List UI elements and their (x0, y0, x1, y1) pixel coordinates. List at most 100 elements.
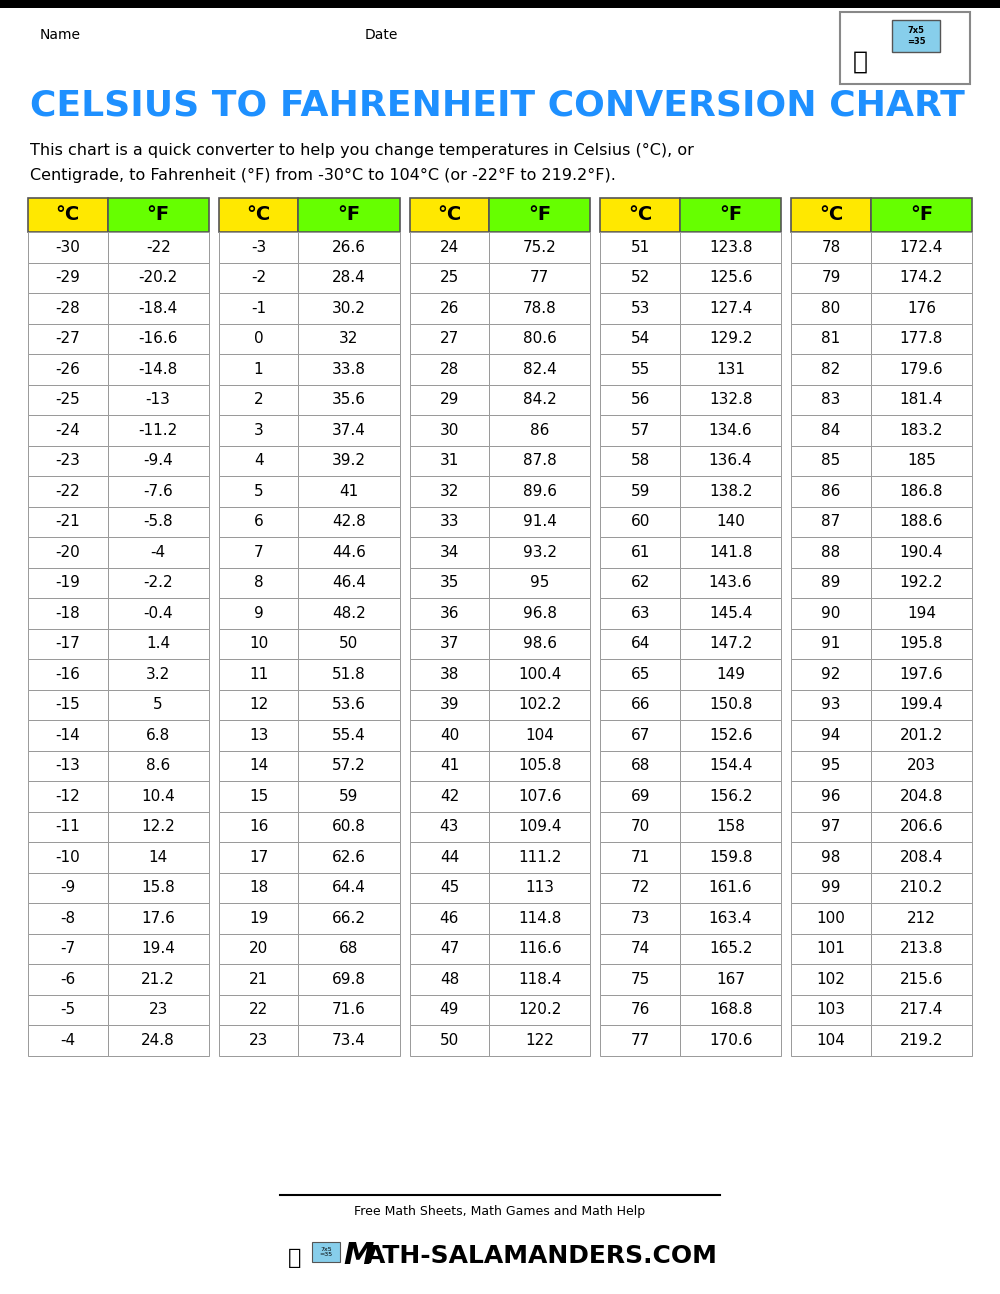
Text: 208.4: 208.4 (900, 850, 943, 864)
Bar (791, 384, 871, 415)
Bar (298, 324, 400, 355)
Text: 140: 140 (716, 514, 745, 529)
Bar (28, 598, 108, 629)
Text: 94: 94 (821, 727, 841, 743)
Text: 50: 50 (440, 1033, 459, 1048)
Text: 87: 87 (821, 514, 841, 529)
Bar (871, 995, 972, 1025)
Text: 14: 14 (149, 850, 168, 864)
Text: 167: 167 (716, 972, 745, 987)
Text: 51: 51 (631, 239, 650, 255)
Text: 59: 59 (339, 789, 359, 804)
Text: 176: 176 (907, 300, 936, 316)
Bar (298, 719, 400, 751)
Text: 44: 44 (440, 850, 459, 864)
Bar (489, 842, 590, 872)
Text: 12: 12 (249, 697, 268, 712)
Bar (410, 690, 489, 719)
Text: 136.4: 136.4 (709, 453, 752, 468)
Bar (108, 415, 209, 445)
Bar (489, 476, 590, 506)
Bar (680, 1025, 781, 1056)
Text: 18: 18 (249, 880, 268, 895)
Bar (791, 415, 871, 445)
Text: 56: 56 (630, 392, 650, 408)
Bar (410, 598, 489, 629)
Text: -30: -30 (55, 239, 80, 255)
Text: -22: -22 (146, 239, 171, 255)
Text: 185: 185 (907, 453, 936, 468)
Text: 74: 74 (631, 941, 650, 956)
Text: -7.6: -7.6 (143, 484, 173, 498)
Text: -9: -9 (60, 880, 75, 895)
Text: 41: 41 (440, 758, 459, 774)
Bar (680, 751, 781, 782)
Text: 9: 9 (254, 606, 263, 621)
Text: 11: 11 (249, 666, 268, 682)
Bar (298, 782, 400, 811)
Bar (871, 719, 972, 751)
Text: 48.2: 48.2 (332, 606, 366, 621)
Bar (680, 629, 781, 659)
Text: -24: -24 (55, 423, 80, 437)
Text: 39.2: 39.2 (332, 453, 366, 468)
Bar (108, 568, 209, 598)
Text: 194: 194 (907, 606, 936, 621)
Bar (489, 903, 590, 933)
Bar (489, 384, 590, 415)
Text: 100.4: 100.4 (518, 666, 561, 682)
Bar (600, 690, 680, 719)
Text: 99: 99 (821, 880, 841, 895)
Text: 62.6: 62.6 (332, 850, 366, 864)
Text: 149: 149 (716, 666, 745, 682)
Bar (108, 933, 209, 964)
Text: 114.8: 114.8 (518, 911, 561, 925)
Text: °C: °C (246, 206, 271, 224)
Bar (108, 690, 209, 719)
Text: ATH-SALAMANDERS.COM: ATH-SALAMANDERS.COM (366, 1244, 718, 1268)
Text: 79: 79 (821, 270, 841, 285)
Text: 68: 68 (339, 941, 359, 956)
Text: 17: 17 (249, 850, 268, 864)
Bar (219, 445, 298, 476)
Text: 183.2: 183.2 (900, 423, 943, 437)
Text: 203: 203 (907, 758, 936, 774)
Text: -1: -1 (251, 300, 266, 316)
Bar (108, 995, 209, 1025)
Text: 109.4: 109.4 (518, 819, 562, 835)
Text: 60: 60 (630, 514, 650, 529)
Text: 87.8: 87.8 (523, 453, 557, 468)
Bar (871, 964, 972, 995)
Bar (791, 568, 871, 598)
Text: -16: -16 (55, 666, 80, 682)
Bar (871, 537, 972, 568)
Text: 68: 68 (630, 758, 650, 774)
Bar (600, 964, 680, 995)
Bar (108, 751, 209, 782)
Text: 66.2: 66.2 (332, 911, 366, 925)
Text: 36: 36 (440, 606, 459, 621)
Bar (410, 933, 489, 964)
Bar (871, 476, 972, 506)
Bar (840, 12, 970, 84)
Text: CELSIUS TO FAHRENHEIT CONVERSION CHART: CELSIUS TO FAHRENHEIT CONVERSION CHART (30, 88, 965, 122)
Text: 156.2: 156.2 (709, 789, 752, 804)
Bar (871, 198, 972, 232)
Bar (28, 198, 108, 232)
Bar (28, 506, 108, 537)
Bar (28, 384, 108, 415)
Text: 52: 52 (631, 270, 650, 285)
Text: -23: -23 (55, 453, 80, 468)
Bar (791, 232, 871, 263)
Text: 111.2: 111.2 (518, 850, 561, 864)
Bar (28, 933, 108, 964)
Text: 62: 62 (630, 576, 650, 590)
Text: 19.4: 19.4 (141, 941, 175, 956)
Bar (871, 568, 972, 598)
Bar (108, 445, 209, 476)
Bar (600, 933, 680, 964)
Text: 100: 100 (817, 911, 845, 925)
Bar (410, 445, 489, 476)
Text: 168.8: 168.8 (709, 1003, 752, 1017)
Text: 210.2: 210.2 (900, 880, 943, 895)
